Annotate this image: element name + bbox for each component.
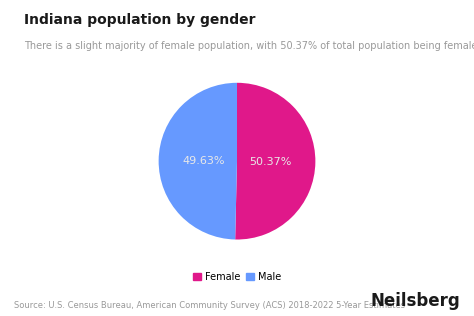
Wedge shape [159, 83, 237, 240]
Text: Indiana population by gender: Indiana population by gender [24, 13, 255, 27]
Legend: Female, Male: Female, Male [189, 268, 285, 286]
Wedge shape [235, 83, 315, 240]
Text: There is a slight majority of female population, with 50.37% of total population: There is a slight majority of female pop… [24, 41, 474, 51]
Text: 49.63%: 49.63% [183, 156, 225, 166]
Text: Source: U.S. Census Bureau, American Community Survey (ACS) 2018-2022 5-Year Est: Source: U.S. Census Bureau, American Com… [14, 301, 405, 310]
Text: Neilsberg: Neilsberg [370, 292, 460, 310]
Text: 50.37%: 50.37% [249, 156, 291, 167]
